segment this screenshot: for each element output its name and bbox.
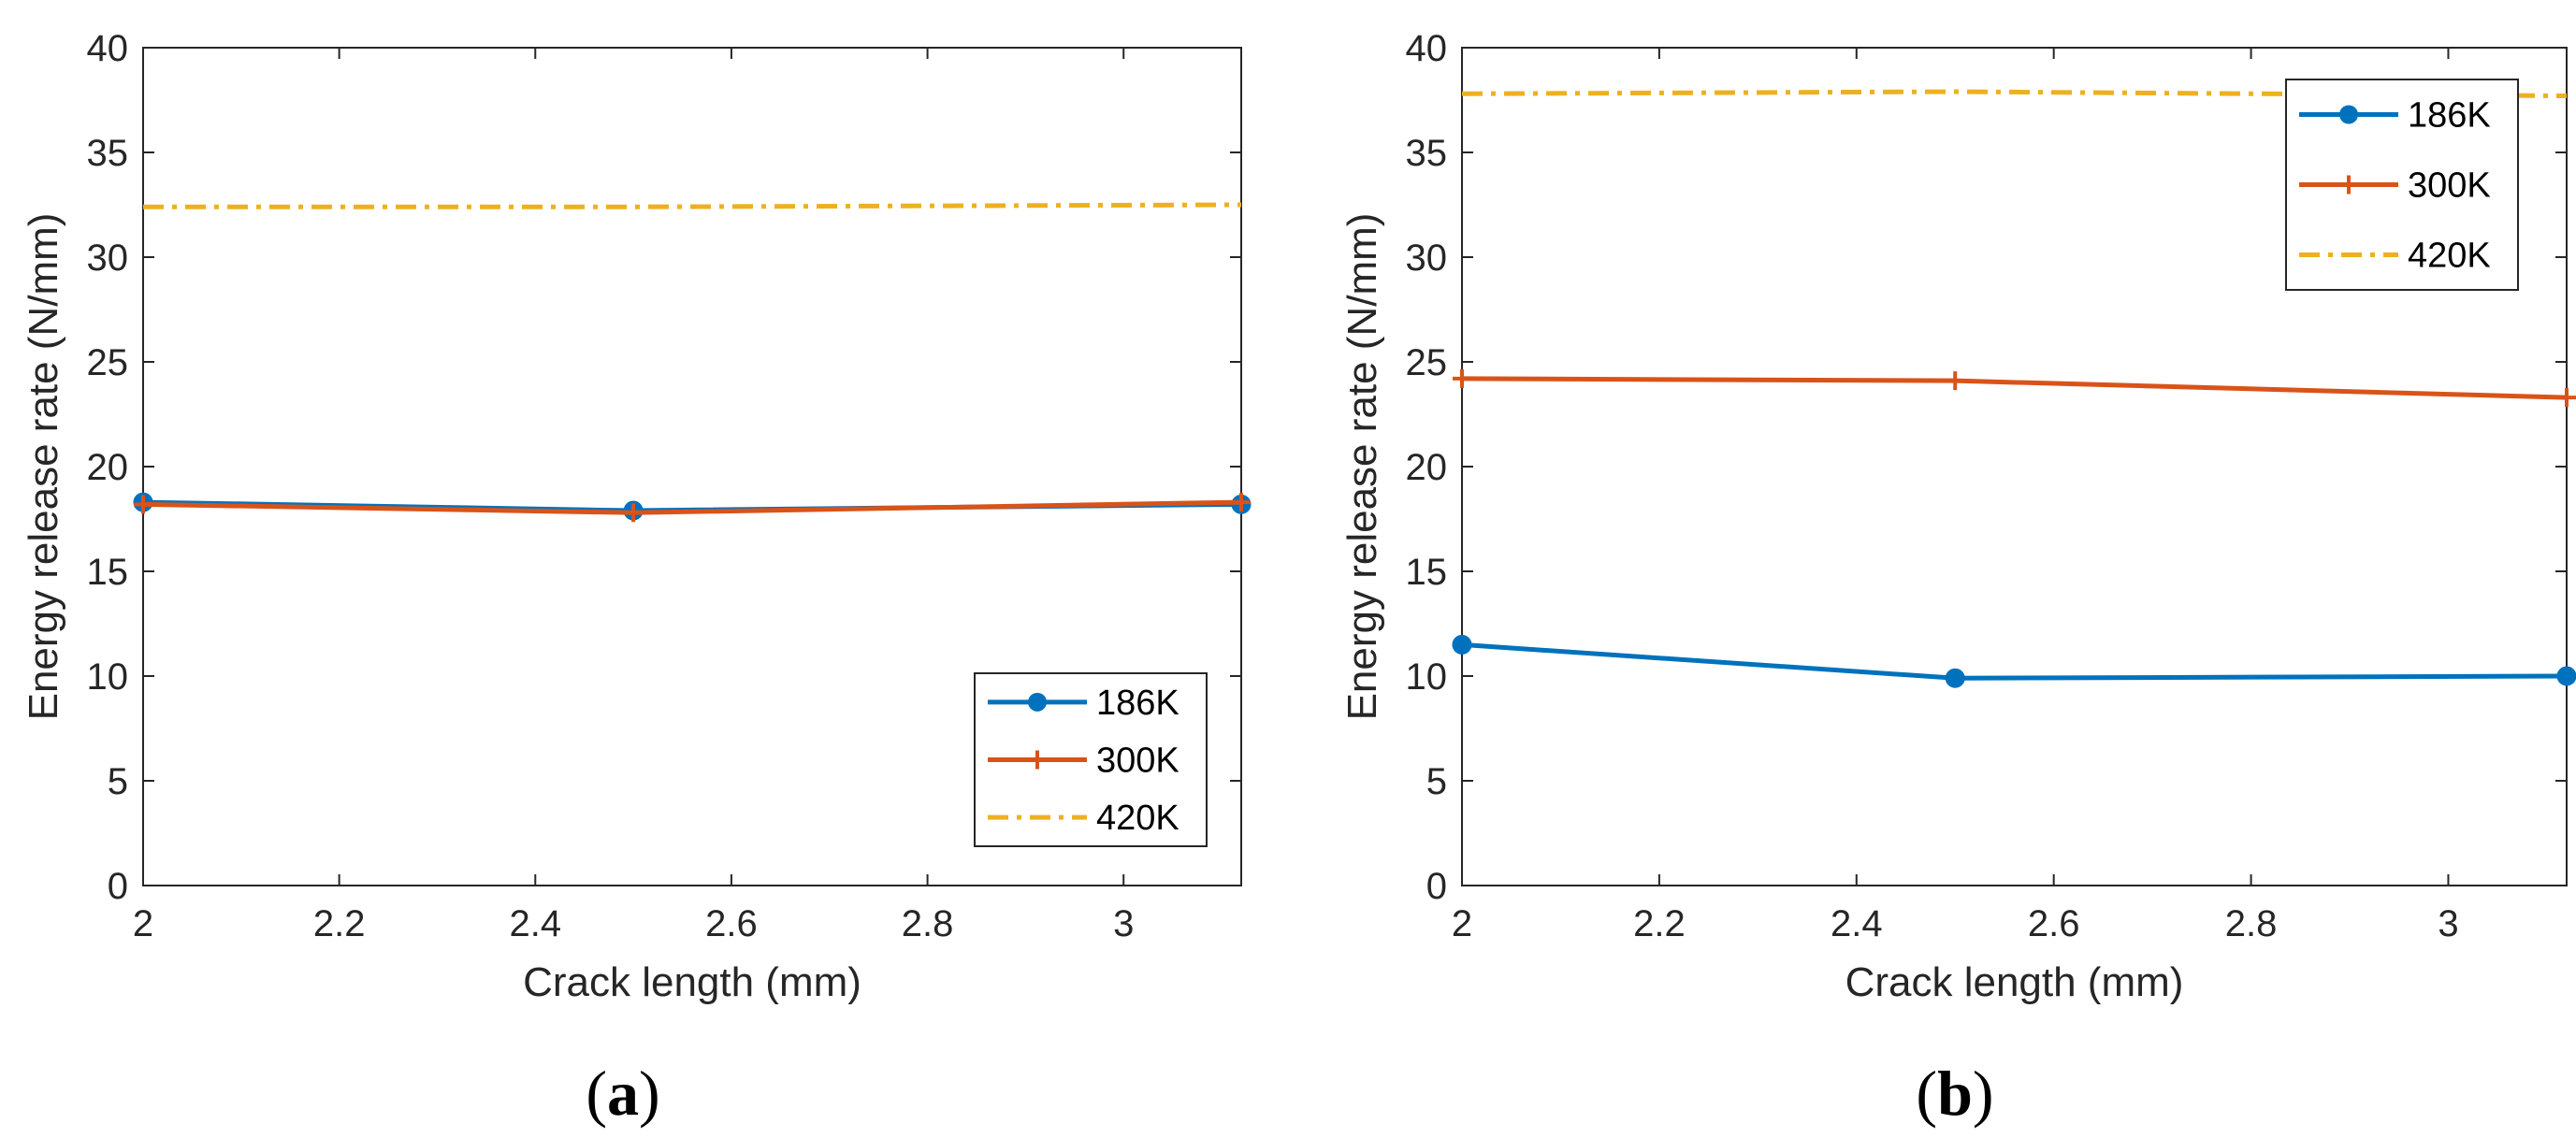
legend: 186K 300K 420K [2285, 79, 2519, 291]
y-tick-label: 15 [1406, 552, 1448, 593]
x-tick-label: 2.8 [902, 903, 954, 944]
y-tick-label: 0 [108, 866, 128, 907]
y-tick-label: 5 [1426, 761, 1447, 802]
y-tick-label: 40 [87, 28, 129, 69]
panel-label-a: (a) [586, 1058, 659, 1129]
x-axis-title: Crack length (mm) [523, 959, 861, 1005]
x-tick-label: 2.6 [2028, 903, 2080, 944]
y-tick-label: 10 [87, 656, 129, 698]
legend-marker-300K [2339, 175, 2358, 194]
y-tick-label: 20 [1406, 447, 1448, 488]
legend-label-186K: 186K [1096, 684, 1179, 723]
y-axis-title: Energy release rate (N/mm) [1339, 213, 1385, 721]
y-tick-label: 10 [1406, 656, 1448, 698]
series-line-420K [143, 202, 1242, 209]
legend-marker-186K [2339, 105, 2358, 124]
panel-label-b: (b) [1916, 1058, 1993, 1129]
x-tick-label: 3 [1113, 903, 1134, 944]
data-point-300K [624, 503, 644, 523]
x-tick-label: 2.2 [1633, 903, 1686, 944]
y-axis-title: Energy release rate (N/mm) [21, 213, 66, 721]
y-tick-label: 35 [1406, 133, 1448, 174]
y-tick-label: 25 [1406, 342, 1448, 383]
y-tick-label: 20 [87, 447, 129, 488]
y-tick-label: 35 [87, 133, 129, 174]
legend-label-186K: 186K [2408, 96, 2491, 136]
x-tick-label: 3 [2438, 903, 2458, 944]
legend-label-300K: 300K [1096, 742, 1179, 781]
y-tick-label: 5 [108, 761, 128, 802]
data-point-186K [2556, 666, 2576, 686]
x-axis-title: Crack length (mm) [1845, 959, 2184, 1005]
y-tick-label: 0 [1426, 866, 1447, 907]
legend-marker-186K [1028, 692, 1047, 712]
x-tick-label: 2.6 [705, 903, 758, 944]
x-tick-label: 2.8 [2225, 903, 2278, 944]
x-tick-label: 2.4 [509, 903, 561, 944]
legend-label-420K: 420K [1096, 799, 1179, 838]
y-tick-label: 15 [87, 552, 129, 593]
legend: 186K 300K 420K [974, 672, 1208, 847]
legend-marker-300K [1028, 750, 1047, 770]
x-tick-label: 2 [1452, 903, 1472, 944]
data-point-300K [134, 495, 152, 514]
data-point-300K [1946, 371, 1965, 391]
x-tick-label: 2.2 [313, 903, 366, 944]
y-tick-label: 25 [87, 342, 129, 383]
x-tick-label: 2 [133, 903, 153, 944]
y-tick-label: 30 [1406, 238, 1448, 279]
y-tick-label: 40 [1406, 28, 1448, 69]
data-point-300K [1453, 368, 1471, 388]
data-point-186K [1945, 668, 1965, 688]
data-point-300K [2557, 388, 2576, 408]
y-tick-label: 30 [87, 238, 129, 279]
x-tick-label: 2.4 [1831, 903, 1883, 944]
legend-label-300K: 300K [2408, 166, 2491, 206]
data-point-186K [1452, 634, 1472, 655]
legend-label-420K: 420K [2408, 237, 2491, 276]
data-point-300K [1232, 493, 1251, 512]
